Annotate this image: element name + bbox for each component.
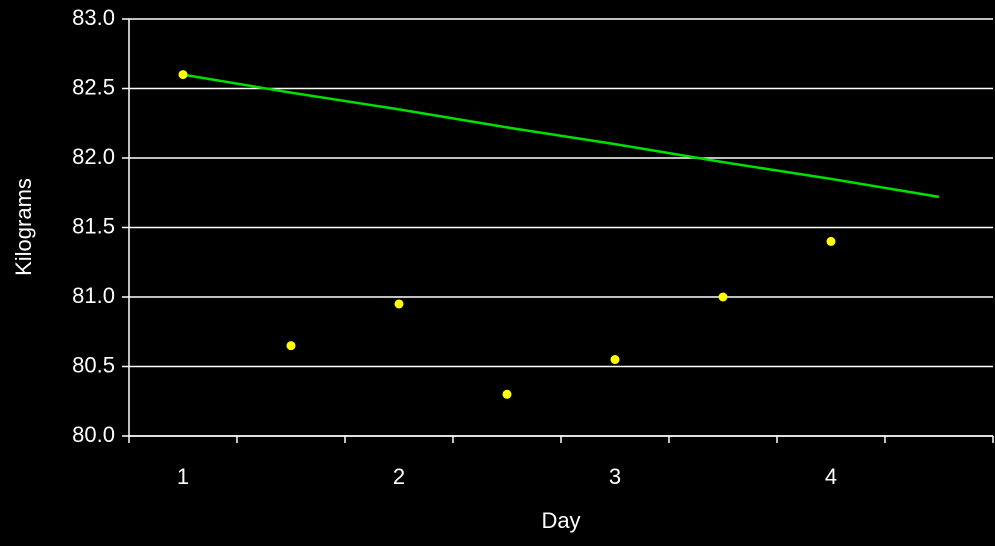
- x-tick-label: 1: [177, 464, 189, 489]
- y-tick-label: 82.0: [72, 144, 115, 169]
- y-tick-label: 80.5: [72, 352, 115, 377]
- data-point: [394, 299, 404, 309]
- data-point: [286, 341, 296, 351]
- data-point: [502, 389, 512, 399]
- y-tick-label: 81.5: [72, 213, 115, 238]
- y-axis-title: Kilograms: [11, 178, 36, 276]
- x-tick-label: 3: [609, 464, 621, 489]
- trend-line: [182, 73, 940, 199]
- y-tick-label: 81.0: [72, 283, 115, 308]
- data-point: [610, 355, 620, 365]
- x-tick-label: 4: [825, 464, 837, 489]
- y-tick-label: 83.0: [72, 5, 115, 30]
- data-point: [718, 292, 728, 302]
- y-tick-label: 80.0: [72, 422, 115, 447]
- x-axis-title: Day: [541, 508, 580, 533]
- y-tick-label: 82.5: [72, 74, 115, 99]
- data-point: [826, 236, 836, 246]
- data-point: [178, 70, 188, 80]
- x-tick-label: 2: [393, 464, 405, 489]
